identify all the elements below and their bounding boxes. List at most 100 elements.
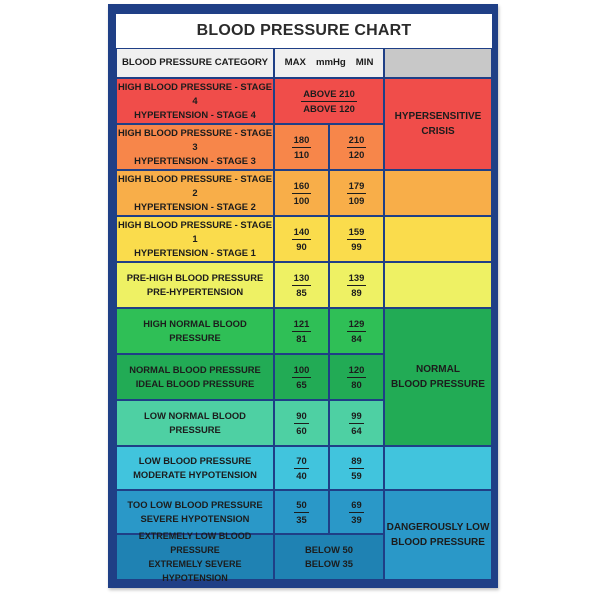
row-stage3-min: 210 120 (329, 124, 384, 170)
header-category: BLOOD PRESSURE CATEGORY (116, 48, 274, 78)
max-systolic: 100 (291, 363, 312, 378)
note-line1: DANGEROUSLY LOW (386, 522, 490, 533)
max-diastolic: 40 (296, 469, 307, 481)
row-label-line1: HIGH BLOOD PRESSURE - STAGE 4 (117, 81, 272, 106)
header-unit: mmHg (315, 57, 346, 68)
max-diastolic: 85 (296, 286, 307, 298)
note-prehigh-fill (384, 262, 492, 308)
value-fraction: 121 81 (291, 317, 312, 346)
row-stage4-range: ABOVE 210 ABOVE 120 (274, 78, 384, 124)
min-systolic: 120 (346, 363, 367, 378)
row-normal-label: NORMAL BLOOD PRESSURE IDEAL BLOOD PRESSU… (116, 354, 274, 400)
min-diastolic: 109 (348, 194, 365, 206)
max-diastolic: 110 (293, 148, 310, 160)
row-label-line1: HIGH BLOOD PRESSURE - STAGE 2 (117, 173, 272, 198)
min-systolic: 159 (346, 225, 367, 240)
min-diastolic: 84 (351, 332, 362, 344)
max-diastolic: 90 (296, 240, 307, 252)
range-below-dia: BELOW 35 (305, 558, 353, 569)
row-label-line1: EXTREMELY LOW BLOOD PRESSURE (138, 531, 252, 555)
header-blank (384, 48, 492, 78)
row-highnormal-min: 129 84 (329, 308, 384, 354)
range-above-dia: ABOVE 120 (303, 102, 355, 114)
header-range: MAX mmHg MIN (274, 48, 384, 78)
min-systolic: 129 (346, 317, 367, 332)
value-fraction: 210 120 (346, 133, 367, 162)
row-label-line2: HYPERTENSION - STAGE 2 (134, 201, 256, 212)
max-systolic: 130 (291, 271, 312, 286)
row-label-line1: PRE-HIGH BLOOD PRESSURE (126, 272, 264, 283)
value-fraction: 50 35 (294, 498, 309, 527)
row-stage1-label: HIGH BLOOD PRESSURE - STAGE 1 HYPERTENSI… (116, 216, 274, 262)
range-above-sys: ABOVE 210 (301, 87, 357, 102)
max-diastolic: 100 (293, 194, 310, 206)
note-low-fill (384, 446, 492, 490)
row-toolow-label: TOO LOW BLOOD PRESSURE SEVERE HYPOTENSIO… (116, 490, 274, 534)
note-line1: NORMAL (416, 364, 460, 375)
max-diastolic: 35 (296, 513, 307, 525)
min-systolic: 210 (346, 133, 367, 148)
row-label-line1: TOO LOW BLOOD PRESSURE (127, 499, 263, 510)
note-stage1-fill (384, 216, 492, 262)
min-diastolic: 39 (351, 513, 362, 525)
max-diastolic: 60 (296, 424, 307, 436)
row-label-line1: LOW NORMAL BLOOD PRESSURE (144, 410, 246, 435)
value-fraction: 140 90 (291, 225, 312, 254)
header-min: MIN (355, 57, 374, 68)
max-systolic: 90 (294, 409, 309, 424)
max-systolic: 121 (291, 317, 312, 332)
row-stage4-label: HIGH BLOOD PRESSURE - STAGE 4 HYPERTENSI… (116, 78, 274, 124)
row-lownormal-min: 99 64 (329, 400, 384, 446)
max-diastolic: 65 (296, 378, 307, 390)
note-line2: BLOOD PRESSURE (391, 537, 485, 548)
row-stage1-max: 140 90 (274, 216, 329, 262)
row-stage3-max: 180 110 (274, 124, 329, 170)
max-systolic: 140 (291, 225, 312, 240)
row-prehigh-label: PRE-HIGH BLOOD PRESSURE PRE-HYPERTENSION (116, 262, 274, 308)
value-fraction: 100 65 (291, 363, 312, 392)
note-normal-blood-pressure: NORMAL BLOOD PRESSURE (384, 308, 492, 446)
value-fraction: 90 60 (294, 409, 309, 438)
row-label-line2: EXTREMELY SEVERE HYPOTENSION (148, 559, 242, 583)
row-label-line1: LOW BLOOD PRESSURE (138, 455, 252, 466)
row-stage2-max: 160 100 (274, 170, 329, 216)
row-normal-min: 120 80 (329, 354, 384, 400)
min-diastolic: 59 (351, 469, 362, 481)
note-line2: CRISIS (421, 126, 455, 137)
note-stage2-fill (384, 170, 492, 216)
row-label-line2: HYPERTENSION - STAGE 3 (134, 155, 256, 166)
min-systolic: 89 (349, 454, 364, 469)
range-fraction: ABOVE 210 ABOVE 120 (301, 87, 357, 116)
min-diastolic: 120 (348, 148, 365, 160)
row-highnormal-label: HIGH NORMAL BLOOD PRESSURE (116, 308, 274, 354)
row-label-line2: PRE-HYPERTENSION (146, 286, 244, 297)
row-low-min: 89 59 (329, 446, 384, 490)
min-diastolic: 64 (351, 424, 362, 436)
note-dangerously-low: DANGEROUSLY LOW BLOOD PRESSURE (384, 490, 492, 580)
note-line1: HYPERSENSITIVE (394, 111, 482, 122)
row-toolow-min: 69 39 (329, 490, 384, 534)
row-label-line2: HYPERTENSION - STAGE 4 (134, 109, 256, 120)
value-fraction: 180 110 (291, 133, 312, 162)
max-systolic: 180 (291, 133, 312, 148)
min-systolic: 139 (346, 271, 367, 286)
header-category-label: BLOOD PRESSURE CATEGORY (121, 57, 269, 68)
row-stage2-label: HIGH BLOOD PRESSURE - STAGE 2 HYPERTENSI… (116, 170, 274, 216)
max-systolic: 50 (294, 498, 309, 513)
max-systolic: 70 (294, 454, 309, 469)
value-fraction: 160 100 (291, 179, 312, 208)
value-fraction: 129 84 (346, 317, 367, 346)
header-max: MAX (284, 57, 306, 68)
value-fraction: 89 59 (349, 454, 364, 483)
value-fraction: 130 85 (291, 271, 312, 300)
row-lownormal-max: 90 60 (274, 400, 329, 446)
row-lownormal-label: LOW NORMAL BLOOD PRESSURE (116, 400, 274, 446)
max-systolic: 160 (291, 179, 312, 194)
max-diastolic: 81 (296, 332, 307, 344)
value-fraction: 99 64 (349, 409, 364, 438)
row-stage1-min: 159 99 (329, 216, 384, 262)
row-label-line1: HIGH BLOOD PRESSURE - STAGE 1 (117, 219, 272, 244)
value-fraction: 159 99 (346, 225, 367, 254)
row-prehigh-min: 139 89 (329, 262, 384, 308)
row-highnormal-max: 121 81 (274, 308, 329, 354)
